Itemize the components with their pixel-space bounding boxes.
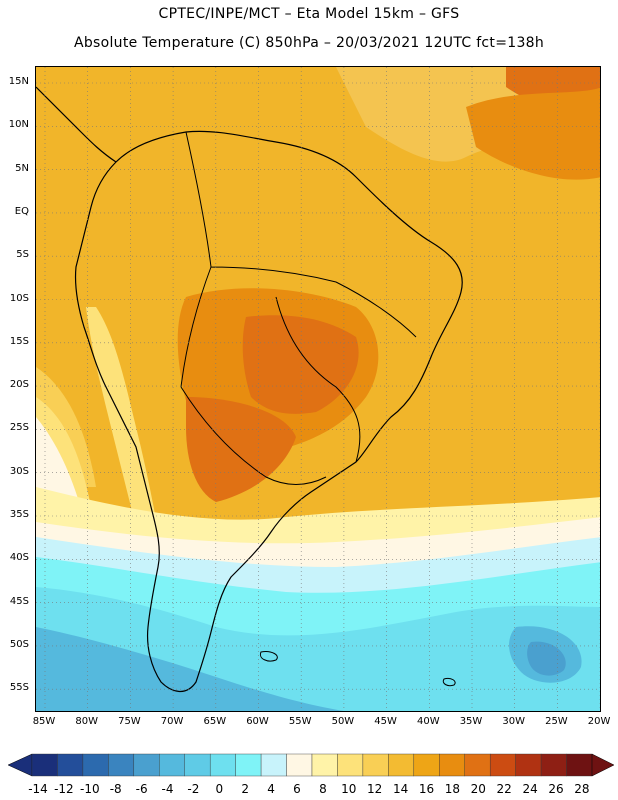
colorbar-swatch (439, 753, 465, 777)
colorbar-swatch (311, 753, 338, 777)
lat-label: 5N (15, 162, 29, 174)
colorbar-label: 10 (341, 782, 357, 796)
colorbar-min-arrow (7, 753, 33, 777)
colorbar-label: 0 (215, 782, 224, 796)
colorbar-label: 8 (319, 782, 327, 796)
lon-label: 50W (331, 716, 355, 727)
lat-label: EQ (14, 205, 29, 217)
colorbar-swatch (388, 753, 415, 777)
lat-label: 40S (9, 552, 29, 564)
colorbar-swatch (184, 753, 211, 777)
south-georgia (442, 678, 456, 687)
colorbar-label: 28 (574, 782, 590, 796)
colorbar-swatch (413, 753, 440, 777)
colorbar-label: -14 (28, 782, 48, 796)
temp-field-warm-core (242, 315, 359, 414)
colorbar-swatch (515, 753, 542, 777)
lon-label: 45W (374, 716, 397, 727)
colorbar-swatch (133, 753, 160, 777)
colorbar-swatch (464, 753, 491, 777)
falkland-islands (259, 651, 278, 662)
colorbar-label: 18 (444, 782, 461, 796)
lon-label: 60W (246, 716, 269, 727)
colorbar-label: -2 (187, 782, 200, 796)
lon-label: 65W (203, 716, 227, 727)
lon-label: 25W (545, 716, 568, 727)
temp-field-cold-core (527, 641, 566, 676)
colorbar-swatch (260, 753, 287, 777)
colorbar-label: 12 (367, 782, 383, 796)
temperature-map (36, 67, 600, 711)
lat-label: 25S (9, 422, 29, 434)
lon-label: 30W (502, 716, 525, 727)
lon-label: 80W (75, 716, 98, 727)
lon-label: 40W (416, 716, 440, 727)
colorbar-swatch (108, 753, 135, 777)
temp-field-andes (86, 307, 161, 547)
colorbar-swatch (337, 753, 364, 777)
lat-label: 10N (8, 119, 29, 131)
colorbar-label: -12 (54, 782, 74, 796)
colorbar-label: 14 (392, 782, 409, 796)
colorbar-label: 20 (470, 782, 486, 796)
colorbar-label: -10 (79, 782, 100, 796)
colorbar-swatch (286, 753, 313, 777)
country-borders (180, 131, 417, 485)
lat-label: 15S (9, 335, 29, 347)
colorbar-swatch (362, 753, 389, 777)
colorbar-label: 26 (548, 782, 564, 796)
colorbar-swatch (57, 753, 84, 777)
title-line-2: Absolute Temperature (C) 850hPa – 20/03/… (73, 35, 545, 51)
colorbar-swatch (209, 753, 236, 777)
colorbar (7, 753, 615, 777)
colorbar-swatch (235, 753, 262, 777)
lon-label: 35W (459, 716, 483, 727)
temp-field-warm-south (186, 397, 296, 502)
temp-field-south-blue (36, 627, 344, 711)
title-line-1: CPTEC/INPE/MCT – Eta Model 15km – GFS (158, 6, 460, 22)
colorbar-max-arrow (591, 753, 615, 777)
lat-label: 20S (9, 379, 29, 391)
colorbar-label: 24 (522, 782, 538, 796)
colorbar-swatch (489, 753, 516, 777)
lon-label: 55W (288, 716, 312, 727)
lat-label: 55S (9, 682, 29, 694)
lat-label: 45S (9, 595, 29, 607)
lon-label: 85W (32, 716, 56, 727)
lon-label: 75W (118, 716, 141, 727)
temp-field-ne-orange (466, 87, 600, 180)
colorbar-label: -6 (135, 782, 148, 796)
colorbar-label: 4 (267, 782, 275, 796)
map-panel (35, 66, 601, 712)
colorbar-label: -4 (161, 782, 174, 796)
colorbar-label: -8 (109, 782, 122, 796)
colorbar-label: 22 (496, 782, 512, 796)
south-america-coastline (74, 130, 463, 692)
lon-label: 70W (160, 716, 184, 727)
colorbar-swatch (82, 753, 109, 777)
colorbar-label: 2 (241, 782, 250, 796)
central-america-coastline (36, 86, 117, 163)
colorbar-label: 6 (293, 782, 301, 796)
colorbar-swatch (31, 753, 58, 777)
lat-label: 30S (9, 465, 29, 477)
colorbar-swatch (566, 753, 593, 777)
lat-label: 5S (16, 249, 29, 261)
colorbar-swatch (159, 753, 185, 777)
colorbar-swatch (540, 753, 567, 777)
lon-label: 20W (587, 716, 611, 727)
colorbar-label: 16 (418, 782, 435, 796)
lat-label: 50S (9, 638, 29, 650)
lat-label: 35S (9, 509, 29, 520)
lat-label: 10S (9, 292, 29, 304)
lat-label: 15N (8, 76, 29, 87)
